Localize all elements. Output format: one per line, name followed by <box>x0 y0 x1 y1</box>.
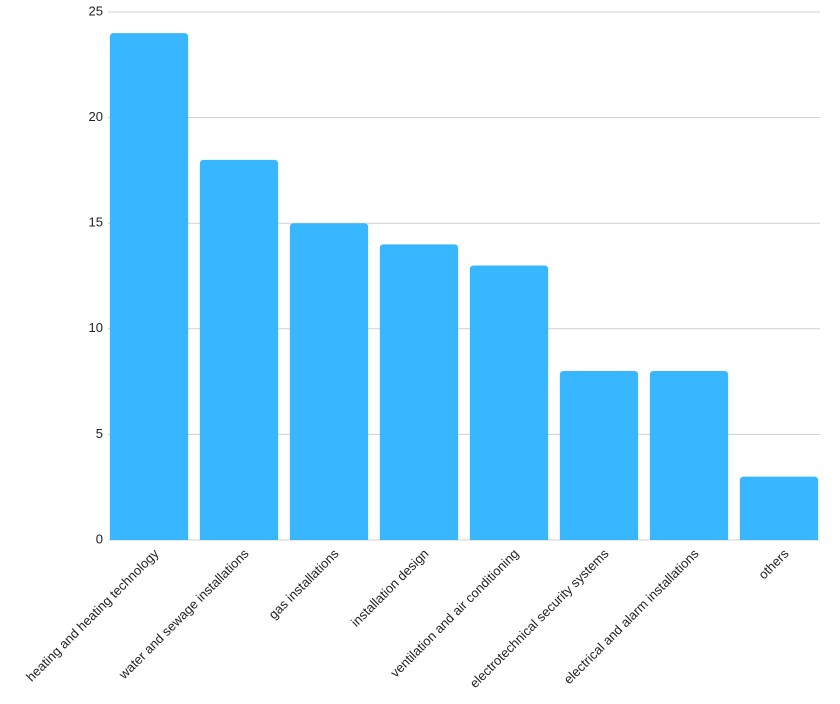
y-tick-label: 5 <box>96 426 103 441</box>
bar <box>649 371 729 540</box>
x-tick-label: others <box>755 546 792 583</box>
y-tick-label: 25 <box>89 3 103 18</box>
bar <box>739 476 819 540</box>
y-tick-label: 20 <box>89 109 103 124</box>
x-tick-label: installation design <box>348 546 432 630</box>
x-tick-label: gas installations <box>266 546 342 622</box>
bar <box>199 159 279 540</box>
y-tick-label: 10 <box>89 320 103 335</box>
bar <box>559 371 639 540</box>
bar <box>379 244 459 540</box>
bar <box>469 265 549 540</box>
y-tick-label: 15 <box>89 215 103 230</box>
bar <box>289 223 369 540</box>
bar <box>109 33 189 541</box>
y-tick-label: 0 <box>96 531 103 546</box>
